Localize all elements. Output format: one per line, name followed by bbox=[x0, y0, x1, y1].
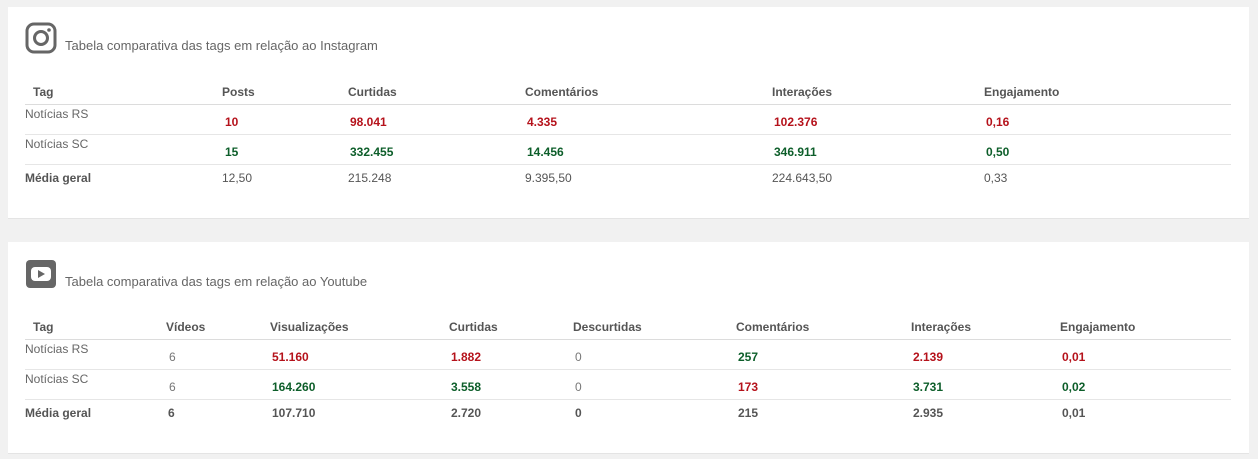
youtube-comparison-card: Tabela comparativa das tags em relação a… bbox=[8, 242, 1249, 454]
youtube-table: Tag Vídeos Visualizações Curtidas Descur… bbox=[25, 314, 1231, 425]
instagram-table: Tag Posts Curtidas Comentários Interaçõe… bbox=[25, 79, 1231, 190]
engajamento-cell: 0,16 bbox=[984, 104, 1231, 135]
curtidas-cell: 1.882 bbox=[449, 339, 573, 370]
column-header-engajamento: Engajamento bbox=[1060, 314, 1231, 340]
instagram-card-title: Tabela comparativa das tags em relação a… bbox=[65, 38, 378, 53]
table-row: Notícias SC 6 164.260 3.558 0 173 3.731 … bbox=[25, 369, 1231, 400]
column-header-interacoes: Interações bbox=[772, 79, 984, 105]
descurtidas-cell: 0 bbox=[573, 339, 736, 370]
interacoes-cell: 346.911 bbox=[772, 134, 984, 165]
posts-cell: 10 bbox=[222, 104, 348, 135]
youtube-card-title: Tabela comparativa das tags em relação a… bbox=[65, 274, 368, 289]
comentarios-cell: 257 bbox=[736, 339, 911, 370]
column-header-descurtidas: Descurtidas bbox=[573, 314, 736, 340]
interacoes-cell: 2.139 bbox=[911, 339, 1060, 370]
column-header-posts: Posts bbox=[222, 79, 348, 105]
curtidas-average: 2.720 bbox=[451, 405, 482, 420]
interacoes-average: 224.643,50 bbox=[772, 170, 833, 185]
visualizacoes-cell: 164.260 bbox=[270, 369, 449, 400]
average-label: Média geral bbox=[25, 170, 92, 185]
average-label: Média geral bbox=[25, 405, 92, 420]
table-row: Notícias SC 15 332.455 14.456 346.911 0,… bbox=[25, 134, 1231, 165]
interacoes-cell: 102.376 bbox=[772, 104, 984, 135]
row-tag: Notícias RS bbox=[25, 104, 222, 135]
descurtidas-cell: 0 bbox=[573, 369, 736, 400]
youtube-icon bbox=[25, 259, 57, 294]
row-tag: Notícias SC bbox=[25, 134, 222, 165]
visualizacoes-cell: 51.160 bbox=[270, 339, 449, 370]
interacoes-cell: 3.731 bbox=[911, 369, 1060, 400]
column-header-curtidas: Curtidas bbox=[449, 314, 573, 340]
instagram-icon bbox=[25, 22, 57, 59]
comentarios-average: 9.395,50 bbox=[525, 170, 572, 185]
posts-average: 12,50 bbox=[222, 170, 253, 185]
comentarios-cell: 14.456 bbox=[525, 134, 772, 165]
row-tag: Notícias SC bbox=[25, 369, 166, 400]
descurtidas-average: 0 bbox=[575, 405, 582, 420]
column-header-videos: Vídeos bbox=[166, 314, 270, 340]
comentarios-average: 215 bbox=[738, 405, 759, 420]
column-header-visualizacoes: Visualizações bbox=[270, 314, 449, 340]
curtidas-cell: 3.558 bbox=[449, 369, 573, 400]
average-row: Média geral 12,50 215.248 9.395,50 224.6… bbox=[25, 165, 1231, 191]
curtidas-cell: 332.455 bbox=[348, 134, 525, 165]
curtidas-average: 215.248 bbox=[348, 170, 392, 185]
table-row: Notícias RS 10 98.041 4.335 102.376 0,16 bbox=[25, 104, 1231, 135]
row-tag: Notícias RS bbox=[25, 339, 166, 370]
videos-cell: 6 bbox=[166, 339, 270, 370]
table-header-row: Tag Vídeos Visualizações Curtidas Descur… bbox=[25, 314, 1231, 340]
visualizacoes-average: 107.710 bbox=[272, 405, 316, 420]
column-header-tag: Tag bbox=[25, 314, 166, 340]
column-header-tag: Tag bbox=[25, 79, 222, 105]
videos-cell: 6 bbox=[166, 369, 270, 400]
engajamento-cell: 0,01 bbox=[1060, 339, 1231, 370]
instagram-comparison-card: Tabela comparativa das tags em relação a… bbox=[8, 7, 1249, 219]
engajamento-average: 0,33 bbox=[984, 170, 1008, 185]
engajamento-cell: 0,50 bbox=[984, 134, 1231, 165]
table-row: Notícias RS 6 51.160 1.882 0 257 2.139 0… bbox=[25, 339, 1231, 370]
videos-average: 6 bbox=[168, 405, 175, 420]
comentarios-cell: 4.335 bbox=[525, 104, 772, 135]
average-row: Média geral 6 107.710 2.720 0 215 2.935 … bbox=[25, 400, 1231, 426]
column-header-interacoes: Interações bbox=[911, 314, 1060, 340]
engajamento-cell: 0,02 bbox=[1060, 369, 1231, 400]
column-header-engajamento: Engajamento bbox=[984, 79, 1231, 105]
column-header-comentarios: Comentários bbox=[525, 79, 772, 105]
engajamento-average: 0,01 bbox=[1062, 405, 1086, 420]
column-header-comentarios: Comentários bbox=[736, 314, 911, 340]
curtidas-cell: 98.041 bbox=[348, 104, 525, 135]
table-header-row: Tag Posts Curtidas Comentários Interaçõe… bbox=[25, 79, 1231, 105]
comentarios-cell: 173 bbox=[736, 369, 911, 400]
interacoes-average: 2.935 bbox=[913, 405, 944, 420]
column-header-curtidas: Curtidas bbox=[348, 79, 525, 105]
posts-cell: 15 bbox=[222, 134, 348, 165]
